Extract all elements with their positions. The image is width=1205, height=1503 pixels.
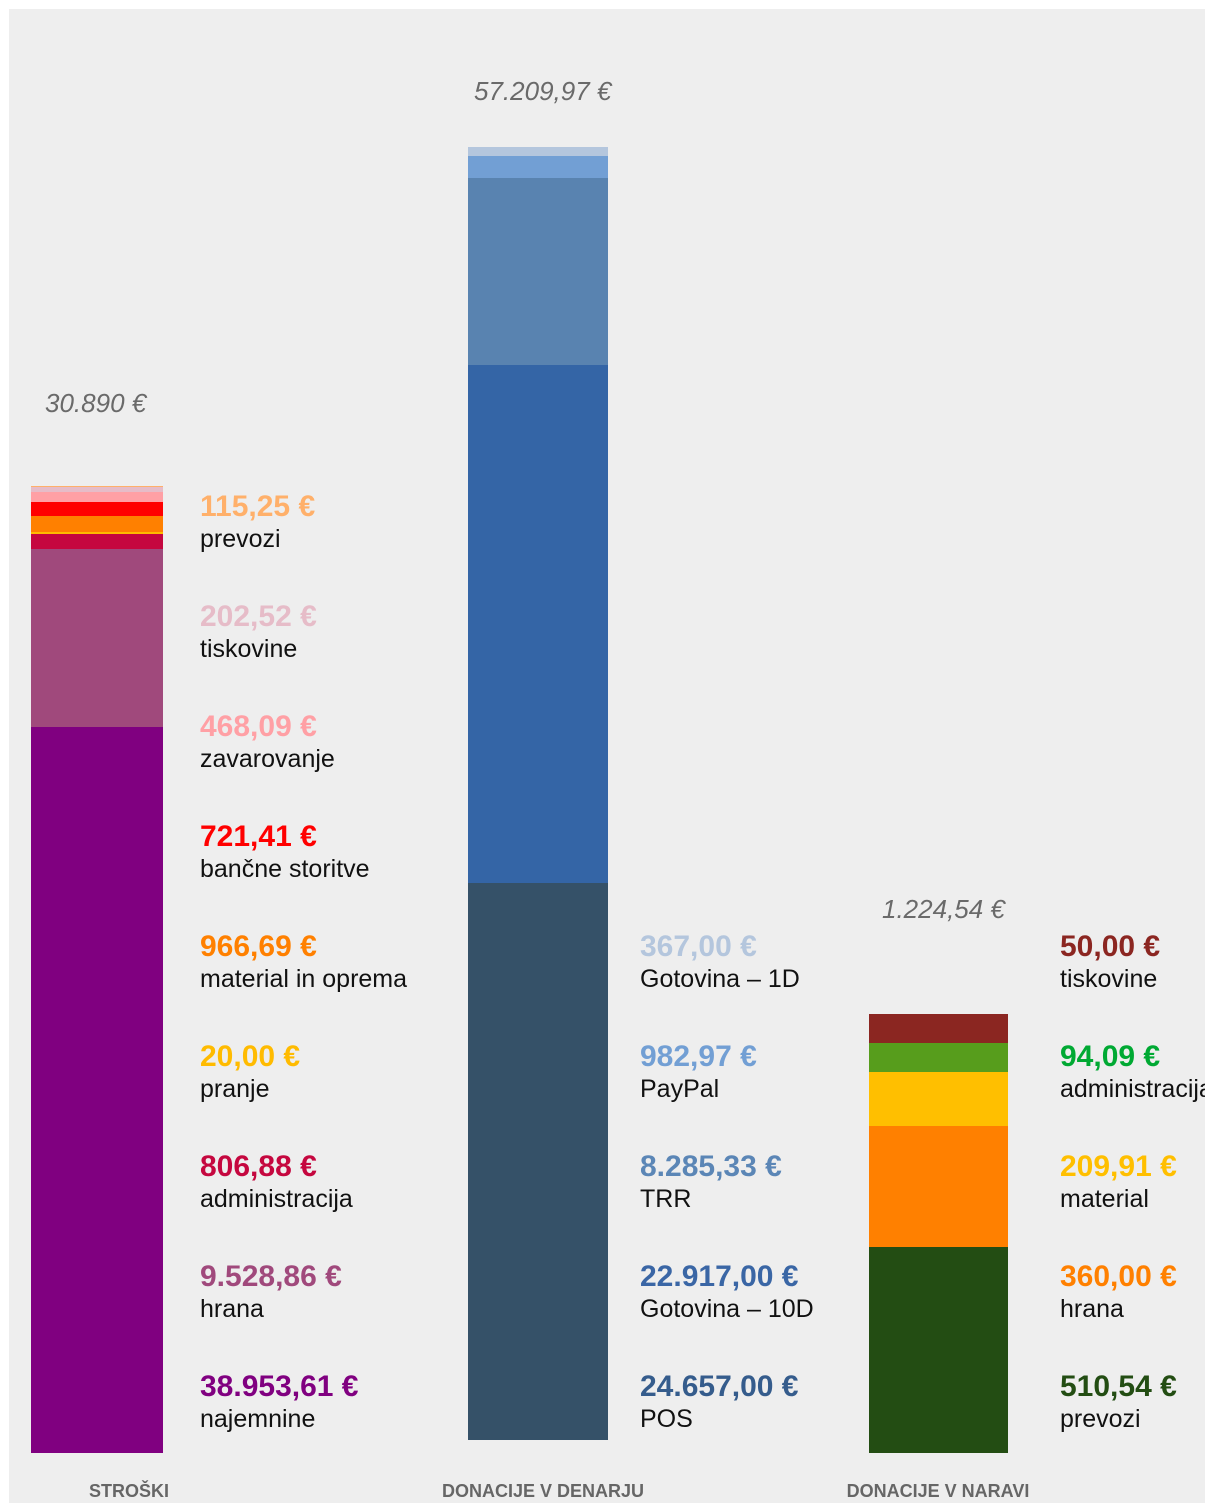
legend-item: 50,00 € tiskovine bbox=[1060, 930, 1160, 994]
legend-value: 806,88 € bbox=[200, 1150, 317, 1183]
legend-item: 8.285,33 € TRR bbox=[640, 1150, 782, 1214]
legend-item: 9.528,86 € hrana bbox=[200, 1260, 342, 1324]
legend-label: POS bbox=[640, 1405, 693, 1433]
bar-segment-narava-4[interactable] bbox=[869, 1043, 1008, 1072]
legend-value: 510,54 € bbox=[1060, 1370, 1177, 1403]
bar-segment-narava-5[interactable] bbox=[869, 1014, 1008, 1043]
legend-item: 982,97 € PayPal bbox=[640, 1040, 757, 1104]
bar-segment-denar-3[interactable] bbox=[468, 178, 608, 365]
legend-value: 115,25 € bbox=[200, 490, 316, 523]
legend-value: 22.917,00 € bbox=[640, 1260, 799, 1293]
bar-segment-denar-1[interactable] bbox=[468, 883, 608, 1440]
legend-value: 982,97 € bbox=[640, 1040, 757, 1073]
legend-label: tiskovine bbox=[1060, 965, 1158, 993]
legend-label: prevozi bbox=[200, 525, 281, 553]
legend-value: 8.285,33 € bbox=[640, 1150, 782, 1183]
bar-segment-stroski-9[interactable] bbox=[31, 486, 163, 487]
legend-item: 468,09 € zavarovanje bbox=[200, 710, 335, 774]
legend-value: 94,09 € bbox=[1060, 1040, 1161, 1073]
legend-value: 38.953,61 € bbox=[200, 1370, 359, 1403]
bar-total-label: 57.209,97 € bbox=[474, 76, 612, 106]
legend-label: prevozi bbox=[1060, 1405, 1141, 1433]
legend-label: PayPal bbox=[640, 1075, 720, 1103]
bar-segment-stroski-2[interactable] bbox=[31, 549, 163, 727]
legend-item: 202,52 € tiskovine bbox=[200, 600, 317, 664]
bar-segment-stroski-1[interactable] bbox=[31, 727, 163, 1453]
legend-item: 360,00 € hrana bbox=[1060, 1260, 1177, 1324]
legend-label: bančne storitve bbox=[200, 855, 370, 883]
legend-label: zavarovanje bbox=[200, 745, 335, 773]
legend-label: tiskovine bbox=[200, 635, 298, 663]
category-label: STROŠKI bbox=[88, 1481, 170, 1501]
legend-item: 367,00 € Gotovina – 1D bbox=[640, 930, 800, 994]
category-label: DONACIJE V DENARJU bbox=[441, 1481, 645, 1501]
legend-label: Gotovina – 10D bbox=[640, 1295, 814, 1323]
legend-value: 468,09 € bbox=[200, 710, 317, 743]
legend-item: 115,25 € prevozi bbox=[200, 490, 315, 554]
legend-value: 367,00 € bbox=[640, 930, 757, 963]
legend-label: pranje bbox=[200, 1075, 270, 1103]
legend-item: 20,00 € pranje bbox=[200, 1040, 300, 1104]
bar-segment-stroski-3[interactable] bbox=[31, 534, 163, 549]
legend-label: Gotovina – 1D bbox=[640, 965, 800, 993]
legend-item: 38.953,61 € najemnine bbox=[200, 1370, 358, 1434]
bar-segment-narava-1[interactable] bbox=[869, 1247, 1008, 1453]
legend-label: TRR bbox=[640, 1185, 692, 1213]
bar-segment-stroski-8[interactable] bbox=[31, 487, 163, 492]
legend-value: 966,69 € bbox=[200, 930, 317, 963]
legend-label: najemnine bbox=[200, 1405, 316, 1433]
legend-item: 721,41 € bančne storitve bbox=[200, 820, 370, 884]
legend-value: 24.657,00 € bbox=[640, 1370, 799, 1403]
bar-segment-stroski-7[interactable] bbox=[31, 492, 163, 502]
legend-item: 966,69 € material in oprema bbox=[200, 930, 407, 994]
legend-label: administracija bbox=[1060, 1075, 1205, 1103]
legend-label: hrana bbox=[200, 1295, 264, 1323]
legend-label: material in oprema bbox=[200, 965, 408, 993]
bar-segment-denar-4[interactable] bbox=[468, 156, 608, 178]
legend-value: 721,41 € bbox=[200, 820, 317, 853]
legend-item: 24.657,00 € POS bbox=[640, 1370, 798, 1434]
legend-value: 209,91 € bbox=[1060, 1150, 1177, 1183]
legend-value: 20,00 € bbox=[200, 1040, 301, 1073]
legend-label: hrana bbox=[1060, 1295, 1124, 1323]
bar-segment-stroski-5[interactable] bbox=[31, 516, 163, 532]
legend-value: 202,52 € bbox=[200, 600, 317, 633]
bar-segment-stroski-6[interactable] bbox=[31, 502, 163, 516]
legend-label: material bbox=[1060, 1185, 1149, 1213]
legend-item: 22.917,00 € Gotovina – 10D bbox=[640, 1260, 814, 1324]
bar-segment-narava-3[interactable] bbox=[869, 1072, 1008, 1126]
bar-total-label: 30.890 € bbox=[45, 388, 147, 418]
bar-segment-denar-2[interactable] bbox=[468, 365, 608, 883]
legend-item: 94,09 € administracija bbox=[1060, 1040, 1205, 1104]
legend-label: administracija bbox=[200, 1185, 353, 1213]
legend-value: 9.528,86 € bbox=[200, 1260, 342, 1293]
bar-segment-denar-5[interactable] bbox=[468, 147, 608, 156]
legend-item: 806,88 € administracija bbox=[200, 1150, 353, 1214]
bar-segment-stroski-4[interactable] bbox=[31, 532, 163, 534]
category-label: DONACIJE V NARAVI bbox=[846, 1481, 1030, 1501]
legend-value: 360,00 € bbox=[1060, 1260, 1177, 1293]
legend-item: 209,91 € material bbox=[1060, 1150, 1177, 1214]
bar-total-label: 1.224,54 € bbox=[882, 894, 1005, 924]
bar-segment-narava-2[interactable] bbox=[869, 1126, 1008, 1247]
legend-value: 50,00 € bbox=[1060, 930, 1161, 963]
legend-item: 510,54 € prevozi bbox=[1060, 1370, 1177, 1434]
